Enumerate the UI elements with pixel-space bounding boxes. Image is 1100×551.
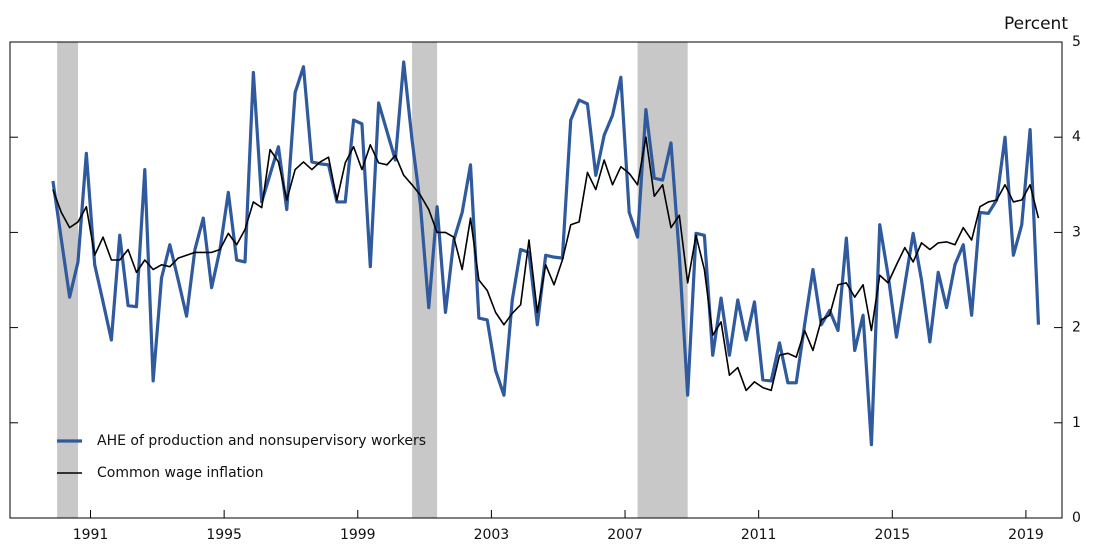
x-tick-label: 2007 — [607, 527, 643, 543]
x-tick-label: 2011 — [741, 527, 777, 543]
y-tick-label: 4 — [1072, 129, 1081, 145]
y-axis-label: Percent — [1004, 14, 1068, 34]
x-tick-label: 2019 — [1008, 527, 1044, 543]
legend-label: AHE of production and nonsupervisory wor… — [97, 433, 426, 449]
x-tick-label: 2003 — [474, 527, 510, 543]
x-tick-label: 2015 — [874, 527, 910, 543]
x-tick-label: 1999 — [340, 527, 376, 543]
recession-band — [412, 42, 438, 518]
y-tick-label: 3 — [1072, 224, 1081, 240]
y-tick-label: 1 — [1072, 415, 1081, 431]
plot-frame — [9, 41, 1063, 519]
y-tick-label: 0 — [1072, 510, 1081, 526]
x-tick-label: 1991 — [73, 527, 109, 543]
x-tick-label: 1995 — [206, 527, 242, 543]
series-line — [52, 136, 1040, 392]
legend-label: Common wage inflation — [97, 465, 263, 481]
y-tick-label: 2 — [1072, 320, 1081, 336]
y-tick-label: 5 — [1072, 34, 1081, 50]
series-line — [51, 60, 1041, 447]
